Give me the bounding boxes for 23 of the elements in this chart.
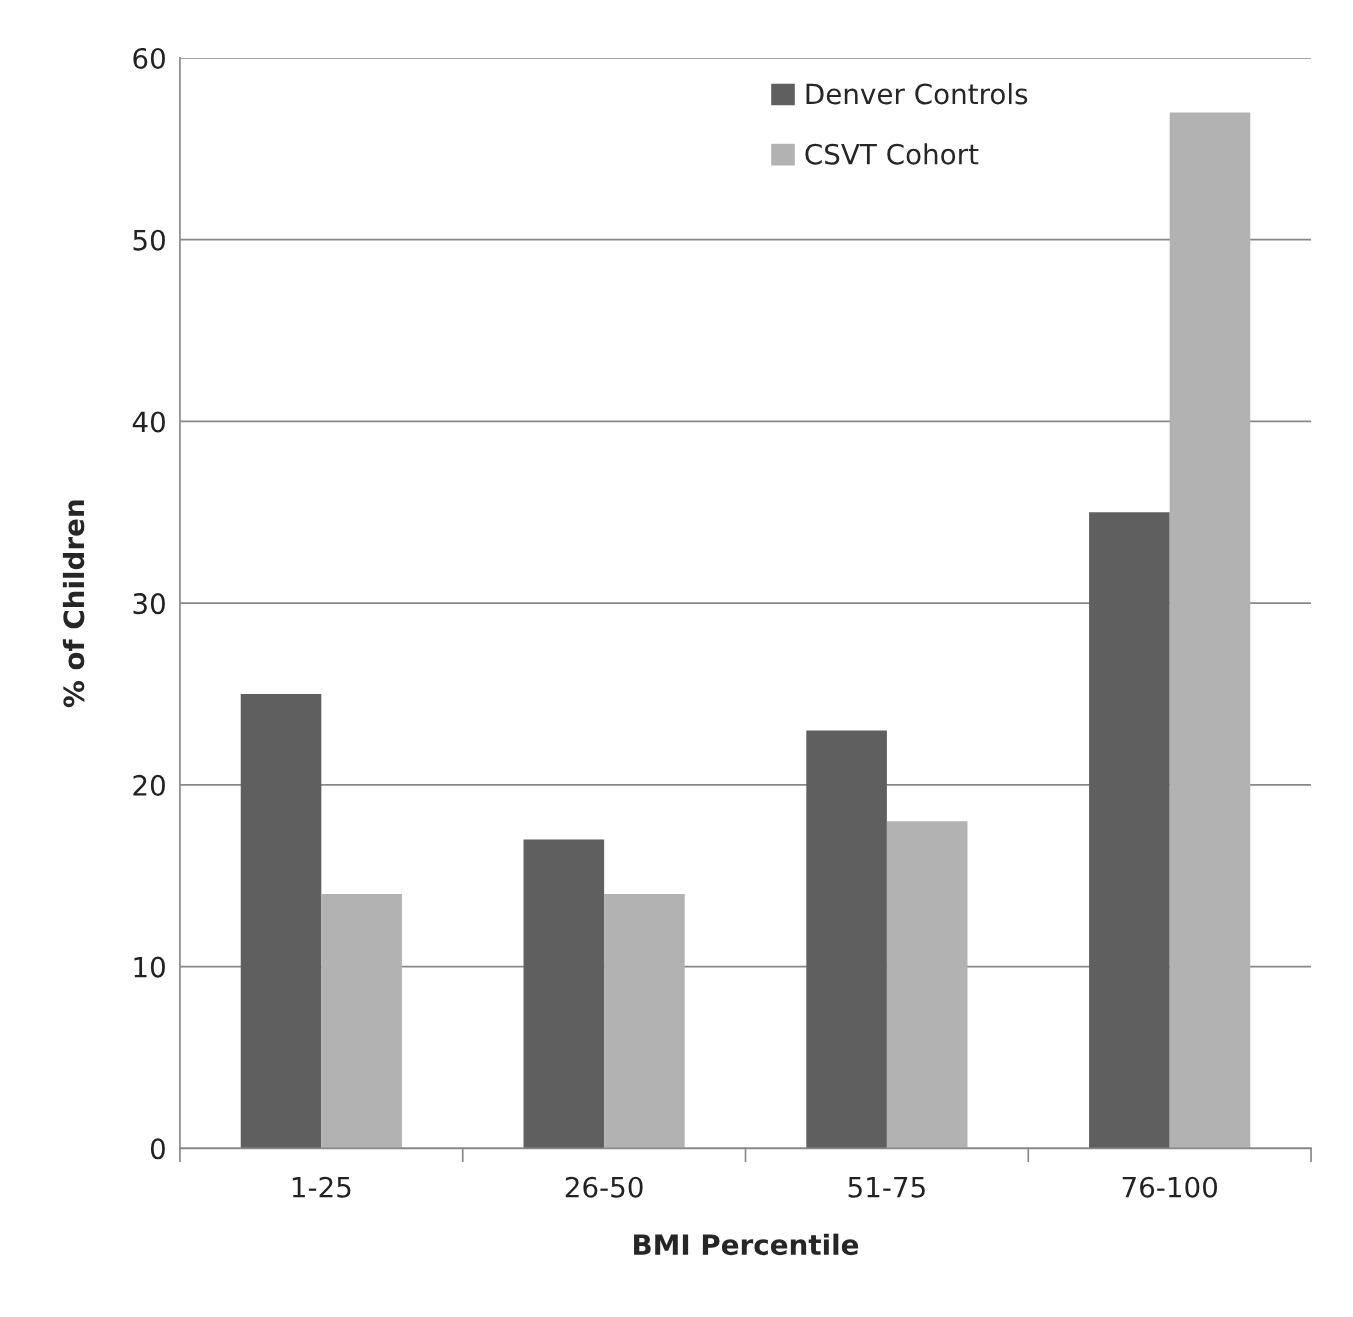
bar [523,839,605,1149]
y-axis-title: % of Children [62,500,85,708]
y-tick-label: 10 [134,956,165,978]
x-tick-label: 1-25 [292,1176,351,1198]
x-tick-label: 51-75 [848,1177,925,1198]
bar [886,821,968,1149]
legend-label: Denver Controls [806,82,1028,105]
y-tick-label: 30 [133,593,165,615]
bar [1089,512,1170,1149]
y-tick-label: 0 [150,1138,165,1160]
y-tick-label: 40 [132,411,165,433]
x-axis-title: BMI Percentile [634,1233,859,1256]
bar [604,893,685,1149]
bar [1169,112,1251,1149]
bar [240,694,322,1149]
legend-label: CSVT Cohort [805,143,979,165]
y-tick-label: 20 [133,774,165,796]
y-tick-label: 50 [133,229,165,251]
bar [321,893,402,1149]
x-tick-label: 26-50 [565,1176,643,1198]
x-tick-label: 76-100 [1122,1176,1218,1198]
bar [806,730,887,1149]
y-tick-label: 60 [133,47,165,69]
